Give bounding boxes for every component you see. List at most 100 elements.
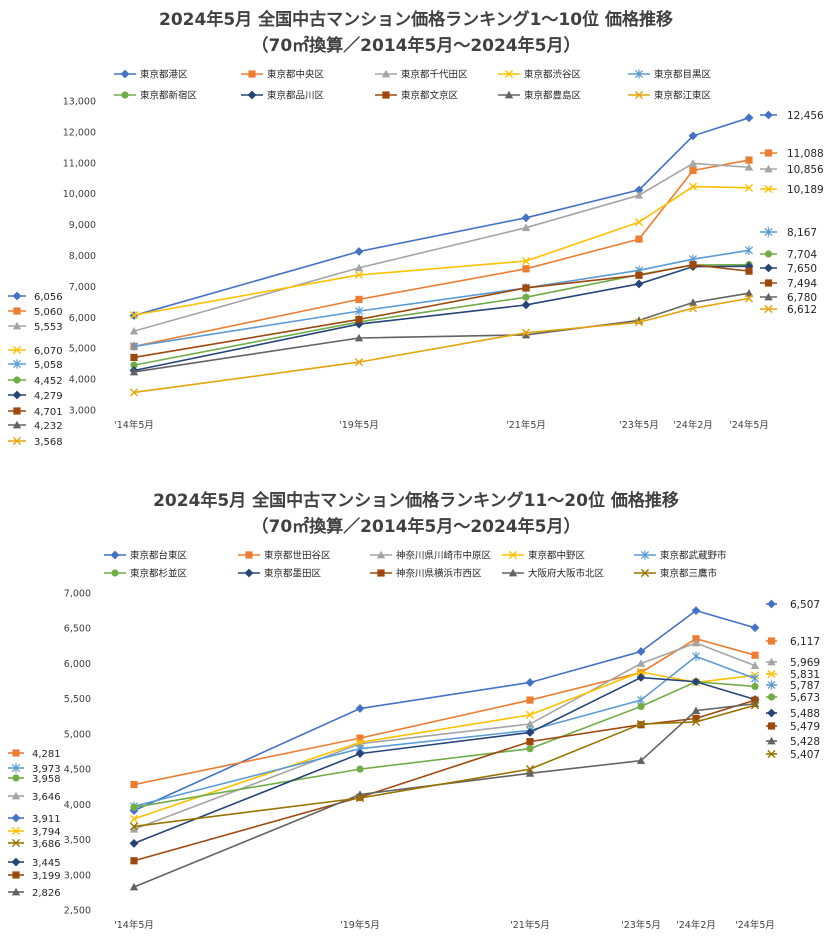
start-value-label: 3,686 [8, 838, 61, 850]
end-label-marker [764, 164, 773, 173]
start-label-marker [11, 826, 21, 836]
start-value-label: 5,060 [8, 307, 63, 318]
legend-marker [504, 69, 514, 79]
data-point [525, 728, 535, 737]
data-point [634, 279, 644, 289]
series-line [133, 263, 750, 366]
start-label-marker [12, 291, 22, 301]
y-tick-label: 3,000 [64, 870, 91, 881]
x-tick-label: '24年5月 [729, 419, 769, 431]
legend-marker [110, 550, 120, 560]
series [129, 113, 754, 320]
y-tick-label: 4,500 [64, 765, 91, 776]
data-point [526, 696, 534, 704]
data-point [129, 367, 139, 376]
y-tick-label: 3,500 [64, 835, 91, 846]
start-label-marker [11, 887, 21, 896]
data-point [521, 256, 531, 266]
start-label-marker [12, 390, 22, 400]
data-point [636, 719, 646, 729]
start-value-label: 4,452 [8, 376, 63, 387]
legend-item: 東京都中央区 [241, 69, 325, 81]
end-value-label: 6,507 [766, 599, 820, 611]
data-point [744, 288, 754, 297]
legend-marker [247, 90, 257, 100]
start-value-text: 3,199 [32, 871, 61, 882]
end-value-text: 5,673 [790, 692, 820, 704]
start-value-text: 4,279 [34, 391, 63, 402]
start-value-text: 3,973 [32, 764, 61, 775]
series-line [133, 609, 756, 812]
data-point [355, 315, 363, 324]
start-label-marker [12, 436, 22, 446]
end-value-text: 5,428 [790, 736, 820, 748]
x-tick-label: '23年5月 [621, 919, 661, 931]
start-value-label: 5,553 [8, 321, 63, 333]
legend-marker [640, 568, 650, 578]
end-value-text: 7,650 [787, 263, 817, 275]
data-point [744, 245, 754, 255]
data-point [129, 882, 139, 891]
series-line [133, 699, 756, 862]
legend-marker [121, 91, 129, 99]
data-point [634, 218, 644, 227]
series-line [133, 704, 756, 828]
series-line [133, 676, 756, 845]
data-point [354, 306, 364, 316]
legend-item: 東京都中野区 [502, 550, 586, 562]
data-point [355, 793, 365, 803]
start-label-marker [11, 763, 21, 773]
legend-item: 東京都杉並区 [104, 568, 188, 580]
data-point [745, 267, 753, 275]
start-value-label: 3,973 [8, 763, 61, 775]
series-line [133, 185, 750, 316]
data-point [688, 304, 698, 313]
data-point [129, 839, 139, 848]
series [129, 651, 760, 811]
data-point [522, 265, 530, 273]
start-label-marker [11, 838, 21, 848]
start-value-label: 3,958 [8, 774, 61, 785]
end-value-text: 5,407 [790, 749, 820, 761]
y-tick-label: 4,000 [64, 800, 91, 811]
legend-label: 神奈川県横浜市西区 [396, 568, 482, 580]
series-line [133, 249, 750, 348]
series-line [133, 263, 750, 359]
data-point [525, 765, 535, 774]
data-point [744, 113, 754, 123]
data-point [354, 358, 364, 367]
series [129, 294, 754, 397]
start-label-marker [11, 813, 21, 823]
legend-label: 東京都墨田区 [264, 568, 322, 580]
series [129, 699, 760, 891]
x-tick-label: '19年5月 [340, 919, 380, 931]
chart-subtitle: （70㎡換算／2014年5月～2024年5月） [252, 516, 581, 537]
start-label-marker [13, 376, 21, 384]
end-value-label: 10,856 [760, 164, 824, 176]
legend-item: 東京都目黒区 [628, 69, 712, 81]
start-value-text: 3,686 [32, 839, 61, 850]
series [129, 673, 760, 848]
legend-label: 東京都目黒区 [654, 69, 712, 81]
series-line [133, 655, 756, 808]
data-point [636, 673, 646, 682]
start-value-text: 4,232 [34, 421, 63, 432]
end-label-marker [767, 708, 776, 718]
end-value-text: 5,787 [790, 680, 820, 692]
start-label-marker [12, 749, 20, 757]
legend-marker [376, 550, 386, 559]
start-label-marker [11, 857, 21, 867]
x-tick-label: '24年5月 [735, 919, 775, 931]
end-value-label: 5,787 [766, 680, 820, 692]
end-label-marker [764, 304, 773, 314]
end-value-text: 10,856 [787, 164, 824, 176]
start-label-marker [12, 359, 22, 369]
legend-label: 東京都港区 [140, 69, 188, 81]
data-point [526, 738, 534, 746]
end-value-label: 5,488 [766, 708, 820, 720]
data-point [525, 769, 535, 777]
end-value-text: 5,969 [790, 657, 820, 669]
series-line [133, 642, 756, 831]
data-point [688, 131, 698, 141]
